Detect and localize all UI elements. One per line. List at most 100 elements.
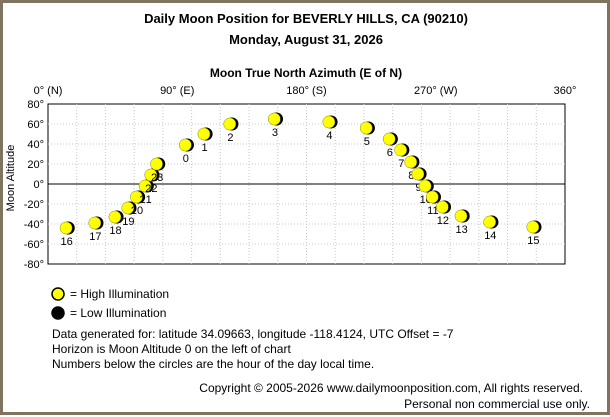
hour-label: 15 [527, 235, 539, 247]
moon-point-hour-4: 4 [322, 115, 338, 142]
moon-point-hour-15: 15 [526, 220, 542, 247]
moon-point-hour-2: 2 [223, 117, 239, 144]
moon-marker [382, 132, 396, 146]
moon-marker [268, 112, 281, 126]
moon-marker [108, 210, 122, 224]
moon-marker [483, 215, 497, 229]
moon-marker [223, 117, 237, 131]
note-horizon: Horizon is Moon Altitude 0 on the left o… [52, 342, 291, 356]
moon-point-hour-23: 23 [150, 157, 166, 184]
moon-marker [425, 190, 439, 204]
moon-marker [197, 127, 211, 141]
moon-marker [88, 216, 102, 230]
moon-point-hour-11: 11 [425, 190, 441, 217]
moon-point-hour-9: 9 [411, 167, 427, 194]
moon-marker [130, 190, 143, 204]
moon-point-hour-13: 13 [454, 209, 470, 236]
note-hours: Numbers below the circles are the hour o… [52, 357, 374, 371]
hour-label: 22 [145, 183, 157, 195]
moon-marker [359, 121, 373, 135]
moon-point-hour-8: 8 [404, 155, 420, 182]
hour-label: 8 [408, 170, 414, 182]
hour-label: 23 [151, 172, 163, 184]
hour-label: 19 [122, 216, 134, 228]
moon-marker [394, 143, 407, 157]
moon-point-hour-14: 14 [483, 215, 499, 242]
moon-marker [454, 209, 468, 223]
x-tick-label: 0° (N) [34, 85, 63, 97]
hour-label: 7 [398, 158, 404, 170]
legend-low-illumination-marker [51, 306, 65, 320]
hour-label: 18 [109, 225, 121, 237]
y-tick-label: -40° [24, 219, 44, 231]
moon-marker [322, 115, 336, 129]
y-tick-label: 60° [27, 119, 44, 131]
moon-marker [138, 179, 152, 193]
hour-label: 6 [387, 147, 393, 159]
hour-label: 3 [272, 127, 278, 139]
y-tick-label: 80° [27, 99, 44, 111]
legend-high-illumination-label: = High Illumination [70, 287, 169, 301]
y-tick-label: 40° [27, 139, 44, 151]
hour-label: 20 [131, 205, 143, 217]
hour-label: 12 [437, 215, 449, 227]
moon-marker [411, 167, 425, 181]
y-tick-label: -20° [24, 199, 44, 211]
y-axis-title: Moon Altitude [5, 145, 17, 212]
moon-point-hour-5: 5 [359, 121, 375, 148]
hour-label: 5 [364, 136, 370, 148]
x-tick-label: 270° (W) [414, 85, 458, 97]
moon-marker [144, 168, 158, 182]
legend-high-illumination-marker [51, 287, 65, 301]
moon-point-hour-1: 1 [197, 127, 213, 154]
moon-marker [59, 221, 73, 235]
copyright-text: Copyright © 2005-2026 www.dailymoonposit… [199, 381, 583, 395]
hour-label: 1 [201, 142, 207, 154]
moon-point-hour-17: 17 [88, 216, 104, 243]
usage-text: Personal non commercial use only. [404, 397, 590, 411]
y-tick-label: -60° [24, 239, 44, 251]
y-tick-label: 0° [33, 179, 44, 191]
moon-marker [436, 200, 449, 214]
y-tick-label: 20° [27, 159, 44, 171]
hour-label: 13 [455, 224, 467, 236]
moon-point-hour-18: 18 [108, 210, 124, 237]
moon-point-hour-7: 7 [394, 143, 410, 170]
moon-marker [526, 220, 540, 234]
hour-label: 0 [183, 153, 189, 165]
moon-point-hour-6: 6 [382, 132, 398, 159]
hour-label: 16 [61, 236, 73, 248]
x-tick-label: 360° [554, 85, 577, 97]
moon-point-hour-12: 12 [436, 200, 452, 227]
hour-label: 4 [326, 130, 332, 142]
chart-date: Monday, August 31, 2026 [229, 32, 383, 47]
moon-marker [150, 157, 163, 171]
moon-point-hour-20: 20 [130, 190, 146, 217]
moon-marker [178, 138, 192, 152]
y-tick-labels: 80° 60° 40° 20° 0° -20° -40° -60° -80° [24, 99, 44, 271]
moon-marker [418, 179, 432, 193]
moon-point-hour-19: 19 [121, 201, 137, 228]
moon-marker [121, 201, 135, 215]
moon-point-hour-22: 22 [144, 168, 160, 195]
note-location: Data generated for: latitude 34.09663, l… [52, 327, 454, 341]
moon-point-hour-21: 21 [138, 179, 154, 206]
hour-label: 14 [484, 230, 496, 242]
x-tick-label: 90° (E) [160, 85, 194, 97]
x-tick-label: 180° (S) [286, 85, 326, 97]
moon-position-chart: Daily Moon Position for BEVERLY HILLS, C… [5, 11, 590, 411]
chart-title: Daily Moon Position for BEVERLY HILLS, C… [144, 11, 468, 26]
moon-point-hour-0: 0 [178, 138, 194, 165]
hour-label: 2 [227, 132, 233, 144]
hour-label: 9 [415, 182, 421, 194]
moon-marker [404, 155, 418, 169]
y-tick-label: -80° [24, 259, 44, 271]
hour-label: 17 [89, 231, 101, 243]
moon-point-hour-16: 16 [59, 221, 75, 248]
moon-point-hour-3: 3 [268, 112, 284, 139]
hour-label: 11 [427, 205, 438, 217]
hour-label: 21 [140, 194, 152, 206]
x-axis-title: Moon True North Azimuth (E of N) [210, 66, 402, 80]
